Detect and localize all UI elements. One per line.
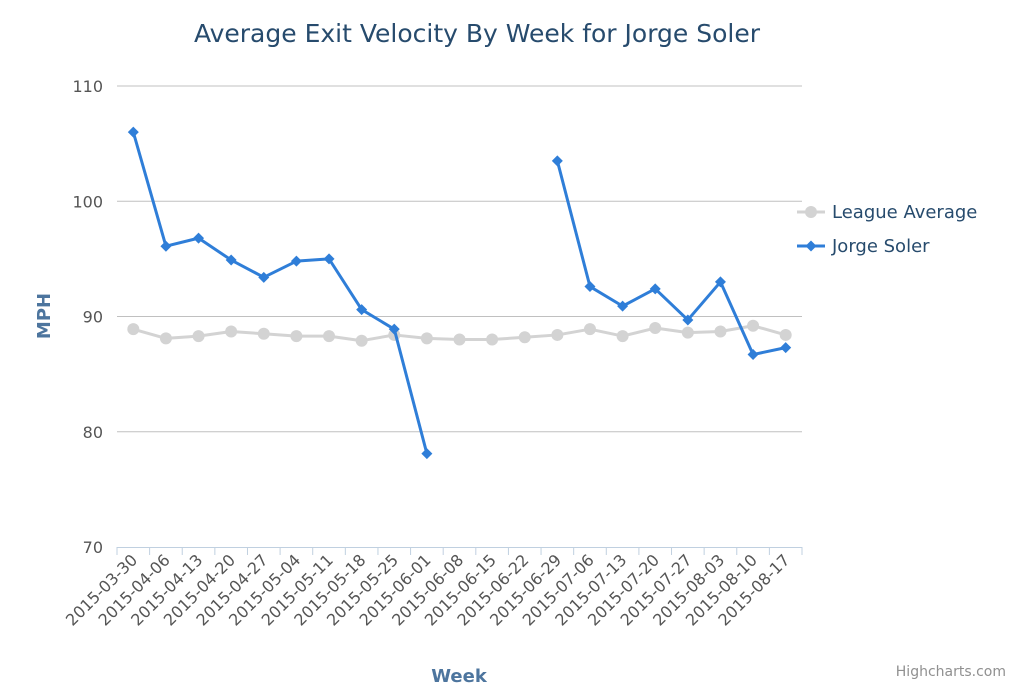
x-axis-title: Week (431, 666, 488, 683)
data-point[interactable] (290, 330, 303, 343)
y-tick-label: 90 (83, 308, 103, 327)
data-point[interactable] (747, 349, 759, 361)
data-point[interactable] (290, 255, 302, 267)
grid-layer (117, 85, 802, 433)
data-point[interactable] (486, 333, 499, 346)
data-point[interactable] (714, 325, 727, 338)
legend-item-league-average[interactable]: League Average (797, 202, 977, 223)
data-point[interactable] (192, 330, 205, 343)
data-point[interactable] (257, 327, 270, 340)
data-point[interactable] (779, 328, 792, 341)
data-point[interactable] (551, 155, 563, 167)
data-point[interactable] (583, 323, 596, 336)
data-point[interactable] (551, 328, 564, 341)
data-point[interactable] (616, 330, 629, 343)
series-layer (127, 126, 792, 460)
legend-label: League Average (832, 202, 977, 223)
data-point[interactable] (323, 330, 336, 343)
x-axis: 2015-03-302015-04-062015-04-132015-04-20… (62, 547, 803, 630)
y-axis-labels: 70 80 90 100 110 (72, 77, 103, 557)
data-point[interactable] (649, 322, 662, 335)
data-point[interactable] (258, 271, 270, 283)
series-league-average (127, 319, 792, 347)
data-point[interactable] (682, 314, 694, 326)
data-point[interactable] (649, 283, 661, 295)
y-tick-label: 100 (72, 192, 103, 211)
data-point[interactable] (127, 323, 140, 336)
data-point[interactable] (160, 240, 172, 252)
legend-label: Jorge Soler (831, 236, 930, 257)
data-point[interactable] (518, 331, 531, 344)
data-point[interactable] (388, 323, 400, 335)
data-point[interactable] (420, 332, 433, 345)
y-axis-title: MPH (34, 293, 55, 339)
data-point[interactable] (453, 333, 466, 346)
data-point[interactable] (355, 334, 368, 347)
data-point[interactable] (617, 300, 629, 312)
y-tick-label: 70 (83, 538, 103, 557)
legend: League Average Jorge Soler (797, 202, 977, 257)
legend-marker (805, 240, 817, 252)
data-point[interactable] (747, 319, 760, 332)
legend-marker (805, 206, 817, 218)
series-line (131, 131, 787, 455)
legend-item-jorge-soler[interactable]: Jorge Soler (797, 236, 930, 257)
data-point[interactable] (780, 342, 792, 354)
data-point[interactable] (356, 304, 368, 316)
data-point[interactable] (225, 254, 237, 266)
y-tick-label: 80 (83, 423, 103, 442)
chart-title: Average Exit Velocity By Week for Jorge … (194, 19, 761, 48)
data-point[interactable] (681, 326, 694, 339)
y-tick-label: 110 (72, 77, 103, 96)
data-point[interactable] (193, 232, 205, 244)
credits-label[interactable]: Highcharts.com (896, 664, 1006, 680)
data-point[interactable] (127, 126, 139, 138)
data-point[interactable] (159, 332, 172, 345)
data-point[interactable] (323, 253, 335, 265)
data-point[interactable] (584, 281, 596, 293)
data-point[interactable] (421, 448, 433, 460)
series-jorge-soler (127, 126, 792, 460)
data-point[interactable] (714, 276, 726, 288)
data-point[interactable] (225, 325, 238, 338)
